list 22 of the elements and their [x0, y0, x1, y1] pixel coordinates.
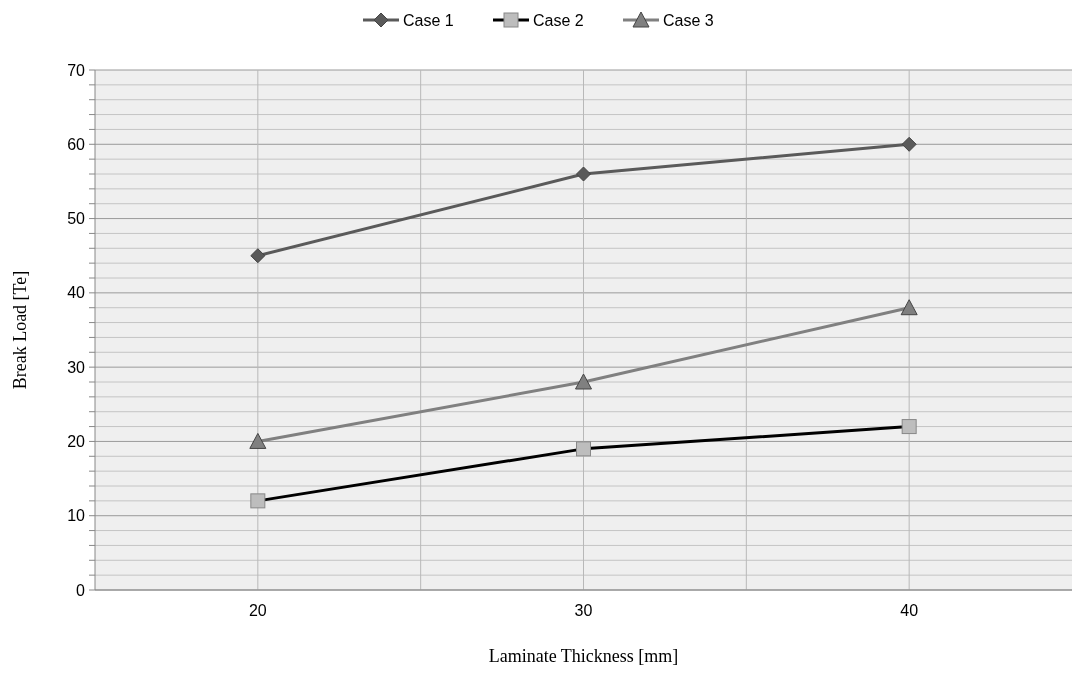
point: [575, 373, 592, 390]
legend-label: Case 1: [403, 11, 454, 29]
point: [901, 136, 917, 152]
point: [900, 299, 918, 316]
legend-label: Case 2: [533, 11, 584, 29]
y-tick-label: 60: [67, 135, 86, 153]
y-tick-label: 10: [67, 507, 86, 525]
y-axis-title: Break Load [Te]: [10, 270, 30, 390]
point: [576, 166, 591, 182]
y-tick-label: 40: [67, 284, 86, 302]
x-tick-label: 40: [900, 602, 919, 619]
x-tick-label: 20: [248, 602, 267, 619]
y-tick-label: 50: [67, 210, 86, 228]
x-axis-title: Laminate Thickness [mm]: [488, 646, 679, 666]
y-tick-label: 70: [67, 61, 86, 79]
point: [250, 248, 266, 264]
point: [249, 432, 267, 449]
legend-label: Case 3: [663, 11, 714, 29]
y-tick-label: 0: [76, 581, 86, 599]
y-tick-label: 30: [67, 358, 86, 376]
y-tick-label: 20: [67, 433, 86, 451]
x-tick-label: 30: [574, 602, 593, 619]
